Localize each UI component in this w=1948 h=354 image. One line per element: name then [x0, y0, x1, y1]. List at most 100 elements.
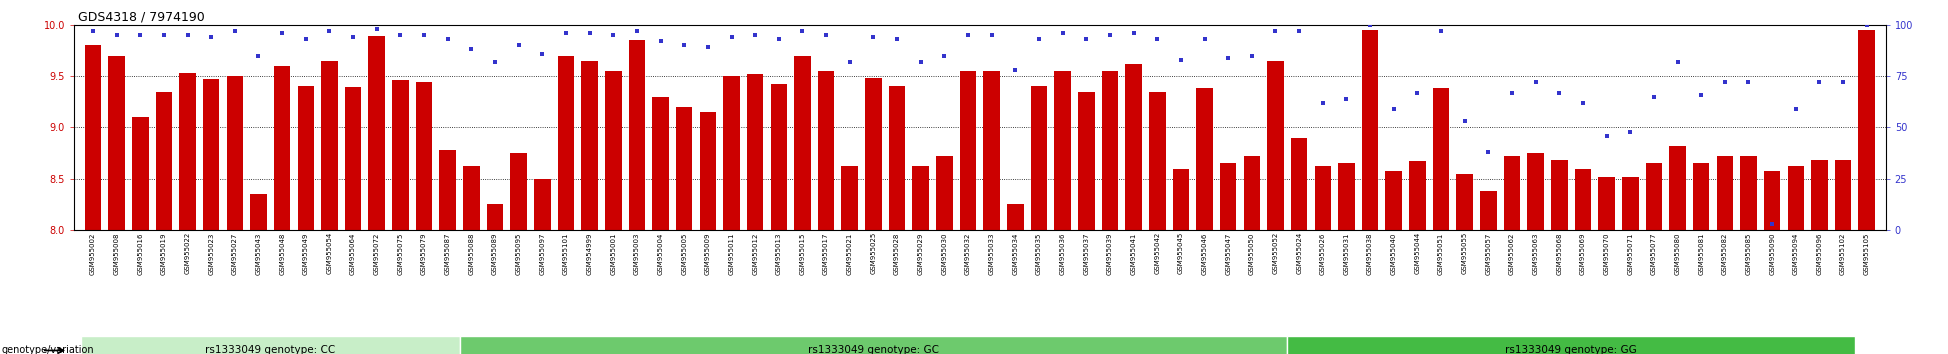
Bar — [912, 166, 929, 230]
Text: GSM955072: GSM955072 — [374, 232, 380, 275]
Text: GSM955105: GSM955105 — [1864, 232, 1870, 275]
Bar — [510, 153, 526, 230]
Point — [526, 51, 557, 56]
Point — [575, 30, 606, 36]
Bar — [132, 117, 148, 230]
Text: GSM955080: GSM955080 — [1675, 232, 1681, 275]
Point — [1165, 57, 1196, 63]
Bar — [1030, 86, 1048, 230]
Text: GSM955041: GSM955041 — [1130, 232, 1136, 275]
Text: GSM955045: GSM955045 — [1179, 232, 1184, 274]
Bar — [1362, 30, 1379, 230]
Point — [1592, 133, 1623, 138]
Point — [787, 28, 818, 34]
Bar — [368, 36, 386, 230]
Bar — [865, 78, 882, 230]
Bar — [152, 230, 175, 336]
Point — [692, 45, 723, 50]
Point — [1142, 36, 1173, 42]
Bar — [1597, 177, 1615, 230]
Text: GSM955005: GSM955005 — [682, 232, 688, 275]
Point — [1354, 22, 1385, 28]
Text: GSM955029: GSM955029 — [918, 232, 923, 275]
Bar — [1572, 230, 1595, 336]
Bar — [695, 230, 719, 336]
Bar — [388, 230, 413, 336]
Bar — [82, 230, 105, 336]
Bar — [1103, 71, 1118, 230]
Point — [1543, 90, 1574, 95]
Text: GSM955101: GSM955101 — [563, 232, 569, 275]
Point — [1685, 92, 1716, 97]
Point — [1804, 79, 1835, 85]
Text: GSM955081: GSM955081 — [1699, 232, 1704, 275]
Point — [953, 32, 984, 38]
Bar — [579, 230, 602, 336]
Text: GSM955036: GSM955036 — [1060, 232, 1066, 275]
Point — [1118, 30, 1149, 36]
Point — [503, 42, 534, 48]
Text: GSM955094: GSM955094 — [1792, 232, 1798, 275]
Bar — [629, 40, 645, 230]
Bar — [1338, 163, 1354, 230]
Text: GSM955027: GSM955027 — [232, 232, 238, 275]
Point — [1426, 28, 1457, 34]
Bar — [933, 230, 956, 336]
Point — [125, 32, 156, 38]
Bar — [460, 230, 483, 336]
Bar — [1432, 88, 1449, 230]
Bar — [719, 230, 744, 336]
Bar — [606, 71, 621, 230]
Point — [1023, 36, 1054, 42]
Point — [1568, 100, 1599, 105]
Point — [1757, 221, 1788, 227]
Bar — [984, 71, 999, 230]
Text: GSM955023: GSM955023 — [208, 232, 214, 275]
Bar — [795, 56, 810, 230]
Text: GSM955033: GSM955033 — [990, 232, 995, 275]
Point — [1071, 36, 1103, 42]
Bar — [1406, 230, 1430, 336]
Text: GSM955022: GSM955022 — [185, 232, 191, 274]
Bar — [672, 230, 695, 336]
Text: GSM955012: GSM955012 — [752, 232, 758, 275]
Bar — [1716, 156, 1734, 230]
Bar — [105, 230, 129, 336]
Point — [290, 36, 321, 42]
Bar — [1477, 230, 1500, 336]
Bar — [1192, 230, 1216, 336]
Point — [314, 28, 345, 34]
Text: GDS4318 / 7974190: GDS4318 / 7974190 — [78, 11, 205, 24]
Text: GSM955042: GSM955042 — [1155, 232, 1161, 274]
Point — [1307, 100, 1338, 105]
Point — [1851, 22, 1882, 28]
Point — [717, 34, 748, 40]
Bar — [1666, 230, 1689, 336]
Bar — [1288, 230, 1311, 336]
Text: GSM955090: GSM955090 — [1769, 232, 1775, 275]
Text: GSM955019: GSM955019 — [162, 232, 168, 275]
Point — [1473, 149, 1504, 155]
Point — [882, 36, 914, 42]
Bar — [1738, 230, 1761, 336]
Point — [1734, 79, 1765, 85]
Text: GSM955046: GSM955046 — [1202, 232, 1208, 275]
Bar — [1173, 169, 1188, 230]
Bar — [129, 230, 152, 336]
Point — [764, 36, 795, 42]
Bar — [888, 86, 906, 230]
Bar — [1334, 230, 1358, 336]
Text: GSM955003: GSM955003 — [633, 232, 639, 275]
Text: GSM955037: GSM955037 — [1083, 232, 1089, 275]
Bar — [460, 336, 1288, 354]
Bar — [345, 87, 362, 230]
Bar — [249, 194, 267, 230]
Text: GSM955102: GSM955102 — [1841, 232, 1847, 275]
Bar — [1099, 230, 1122, 336]
Bar — [415, 82, 432, 230]
Text: GSM955013: GSM955013 — [775, 232, 781, 275]
Text: GSM955079: GSM955079 — [421, 232, 427, 275]
Point — [148, 32, 179, 38]
Bar — [746, 74, 764, 230]
Point — [1519, 79, 1551, 85]
